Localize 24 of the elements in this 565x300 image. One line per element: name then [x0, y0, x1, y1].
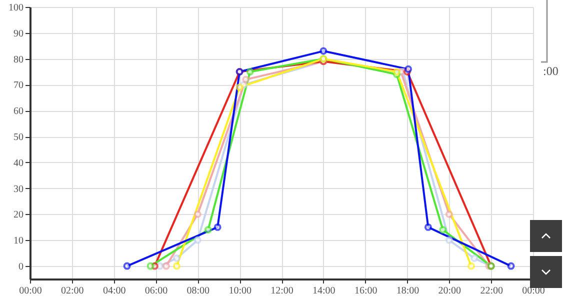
y-tick-label: 90	[14, 28, 24, 40]
y-tick-label: 20	[14, 210, 24, 221]
x-tick-label: 00:00	[19, 286, 42, 296]
x-tick-label: 12:00	[270, 286, 294, 296]
text: :00	[543, 64, 558, 79]
y-tick-label: 80	[14, 54, 24, 66]
y-tick-label: 100	[8, 2, 24, 14]
y-tick-label: 60	[14, 106, 24, 118]
y-tick-label: 10	[14, 236, 24, 247]
y-tick-label: 0	[18, 262, 24, 273]
y-tick-label: 70	[14, 80, 24, 92]
x-tick-label: 04:00	[102, 286, 126, 296]
x-tick-label: 06:00	[144, 286, 168, 296]
y-tick-label: 40	[14, 158, 24, 169]
y-tick-label: 50	[14, 132, 24, 144]
x-tick-label: 16:00	[354, 286, 378, 296]
x-tick-label: 20:00	[438, 286, 462, 296]
x-tick-label: 10:00	[228, 286, 252, 296]
x-tick-label: 08:00	[186, 286, 210, 296]
x-tick-label: 18:00	[396, 286, 420, 296]
y-tick-label: 30	[14, 184, 24, 195]
x-tick-label: 14:00	[312, 286, 336, 296]
x-tick-label: 22:00	[480, 286, 503, 296]
x-tick-label: 02:00	[61, 286, 84, 296]
